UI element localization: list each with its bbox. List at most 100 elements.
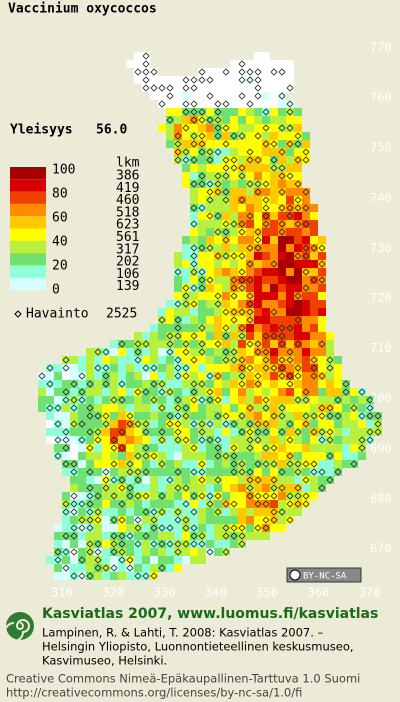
map-cell <box>150 428 158 436</box>
observation-mark <box>118 484 126 492</box>
observation-mark <box>86 484 94 492</box>
observation-mark <box>302 204 310 212</box>
observation-mark <box>110 548 118 556</box>
observation-mark <box>70 460 78 468</box>
map-cell <box>158 396 166 404</box>
observation-mark <box>62 436 70 444</box>
map-cell <box>238 172 246 180</box>
map-cell <box>182 516 190 524</box>
map-cell <box>278 476 286 484</box>
map-cell <box>214 460 222 468</box>
map-cell <box>302 188 310 196</box>
observation-mark <box>246 148 254 156</box>
map-cell <box>118 460 126 468</box>
map-cell <box>302 388 310 396</box>
map-cell <box>158 516 166 524</box>
map-cell <box>222 468 230 476</box>
map-cell <box>270 252 278 260</box>
map-cell <box>198 84 206 92</box>
map-cell <box>302 412 310 420</box>
map-cell <box>262 516 270 524</box>
map-cell <box>190 116 198 124</box>
map-cell <box>110 468 118 476</box>
map-cell <box>158 500 166 508</box>
map-cell <box>302 420 310 428</box>
map-cell <box>262 364 270 372</box>
map-cell <box>206 388 214 396</box>
observation-mark <box>326 428 334 436</box>
map-cell <box>278 372 286 380</box>
map-cell <box>150 412 158 420</box>
y-coordinate: 670 <box>370 542 392 556</box>
map-cell <box>198 524 206 532</box>
map-cell <box>270 84 278 92</box>
observation-mark <box>150 396 158 404</box>
map-cell <box>342 460 350 468</box>
observation-mark <box>198 476 206 484</box>
map-cell <box>254 412 262 420</box>
map-cell <box>254 60 262 68</box>
map-cell <box>230 60 238 68</box>
map-cell <box>214 316 222 324</box>
observation-mark <box>182 124 190 132</box>
observation-mark <box>142 444 150 452</box>
map-cell <box>118 524 126 532</box>
map-cell <box>214 388 222 396</box>
observation-mark <box>126 484 134 492</box>
map-cell <box>222 188 230 196</box>
observation-mark <box>286 204 294 212</box>
observation-mark <box>270 308 278 316</box>
observation-mark <box>294 204 302 212</box>
map-cell <box>278 116 286 124</box>
observation-mark <box>254 180 262 188</box>
map-cell <box>158 452 166 460</box>
observation-mark <box>62 396 70 404</box>
map-cell <box>190 180 198 188</box>
map-cell <box>190 348 198 356</box>
map-cell <box>182 500 190 508</box>
map-cell <box>350 428 358 436</box>
map-cell <box>190 476 198 484</box>
map-cell <box>86 460 94 468</box>
observation-mark <box>190 252 198 260</box>
map-cell <box>262 252 270 260</box>
map-cell <box>318 300 326 308</box>
observation-mark <box>294 316 302 324</box>
map-cell <box>286 228 294 236</box>
observation-mark <box>46 380 54 388</box>
observation-mark <box>94 508 102 516</box>
map-cell <box>286 284 294 292</box>
map-cell <box>198 324 206 332</box>
map-cell <box>206 524 214 532</box>
observation-mark <box>198 428 206 436</box>
map-cell <box>270 188 278 196</box>
map-cell <box>310 276 318 284</box>
map-cell <box>294 116 302 124</box>
map-cell <box>118 572 126 580</box>
observation-mark <box>110 532 118 540</box>
observation-mark <box>246 100 254 108</box>
map-cell <box>214 284 222 292</box>
map-cell <box>166 396 174 404</box>
map-cell <box>198 412 206 420</box>
observation-mark <box>214 476 222 484</box>
map-cell <box>302 316 310 324</box>
map-cell <box>302 308 310 316</box>
observation-mark <box>102 420 110 428</box>
map-cell <box>246 492 254 500</box>
observation-mark <box>102 348 110 356</box>
map-cell <box>198 436 206 444</box>
observation-mark <box>278 228 286 236</box>
observation-mark <box>78 556 86 564</box>
map-cell <box>54 388 62 396</box>
map-cell <box>230 316 238 324</box>
observation-mark <box>78 524 86 532</box>
map-cell <box>166 348 174 356</box>
map-cell <box>158 436 166 444</box>
observation-mark <box>214 108 222 116</box>
observation-mark <box>86 572 94 580</box>
observation-mark <box>222 500 230 508</box>
map-cell <box>198 468 206 476</box>
legend-swatch <box>10 216 46 229</box>
map-cell <box>294 196 302 204</box>
